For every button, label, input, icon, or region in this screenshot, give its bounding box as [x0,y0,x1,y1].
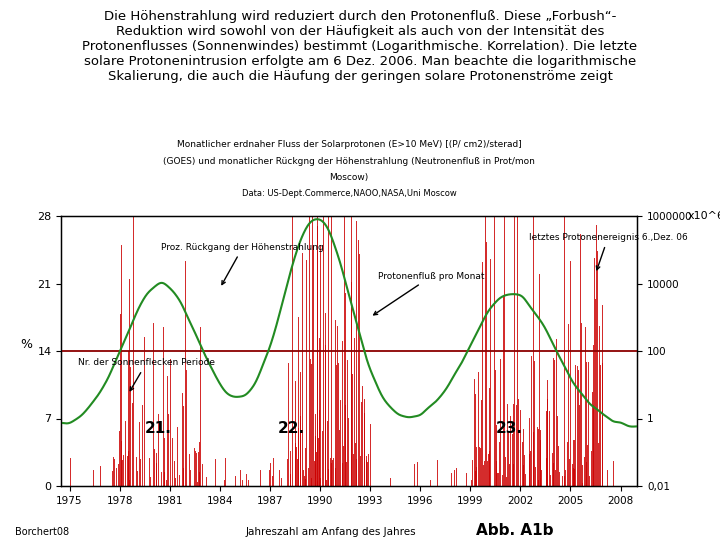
Text: Data: US-Dept.Commerce,NAOO,NASA,Uni Moscow: Data: US-Dept.Commerce,NAOO,NASA,Uni Mos… [242,189,456,198]
Y-axis label: x10^6: x10^6 [688,211,720,221]
Text: letztes Protonenereignis 6.,Dez. 06: letztes Protonenereignis 6.,Dez. 06 [528,233,688,270]
Text: Nr. der Sonnenflecken Periode: Nr. der Sonnenflecken Periode [78,359,215,390]
Text: Die Höhenstrahlung wird reduziert durch den Protonenfluß. Diese „Forbush“-
Reduk: Die Höhenstrahlung wird reduziert durch … [82,10,638,83]
Text: Proz. Rückgang der Höhenstrahlung: Proz. Rückgang der Höhenstrahlung [161,243,324,285]
Text: Jahreszahl am Anfang des Jahres: Jahreszahl am Anfang des Jahres [246,526,416,537]
Y-axis label: %: % [20,338,32,351]
Text: Moscow): Moscow) [330,173,369,182]
Text: Protonenfluß pro Monat: Protonenfluß pro Monat [374,272,485,315]
Text: 22.: 22. [278,421,305,436]
Text: (GOES) und monatlicher Rückgng der Höhenstrahlung (Neutronenfluß in Prot/mon: (GOES) und monatlicher Rückgng der Höhen… [163,157,535,166]
Text: Abb. A1b: Abb. A1b [476,523,554,538]
Text: 23.: 23. [495,421,522,436]
Text: Monatlicher erdnaher Fluss der Solarprotonen (E>10 MeV) [(P/ cm2)/sterad]: Monatlicher erdnaher Fluss der Solarprot… [177,140,521,150]
Text: 21.: 21. [145,421,171,436]
Text: Borchert08: Borchert08 [15,526,69,537]
